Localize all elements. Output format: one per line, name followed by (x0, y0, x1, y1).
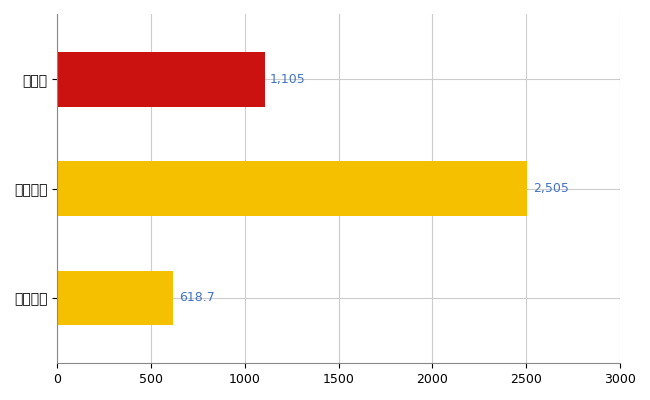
Bar (57, 161, 527, 216)
Bar (57, 52, 265, 107)
Text: 2,505: 2,505 (533, 182, 569, 195)
Bar (57, 270, 174, 325)
Text: 618.7: 618.7 (179, 291, 215, 304)
Text: 1,105: 1,105 (270, 73, 306, 86)
